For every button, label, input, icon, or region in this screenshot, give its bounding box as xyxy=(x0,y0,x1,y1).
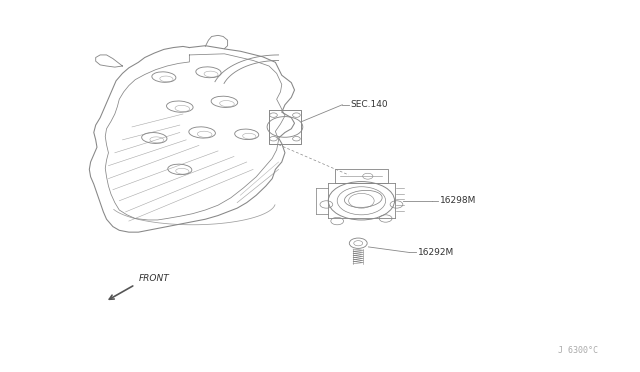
Text: 16298M: 16298M xyxy=(440,196,476,205)
Text: 16292M: 16292M xyxy=(417,248,454,257)
Text: J 6300°C: J 6300°C xyxy=(558,346,598,355)
Text: SEC.140: SEC.140 xyxy=(351,100,388,109)
Text: FRONT: FRONT xyxy=(138,274,169,283)
